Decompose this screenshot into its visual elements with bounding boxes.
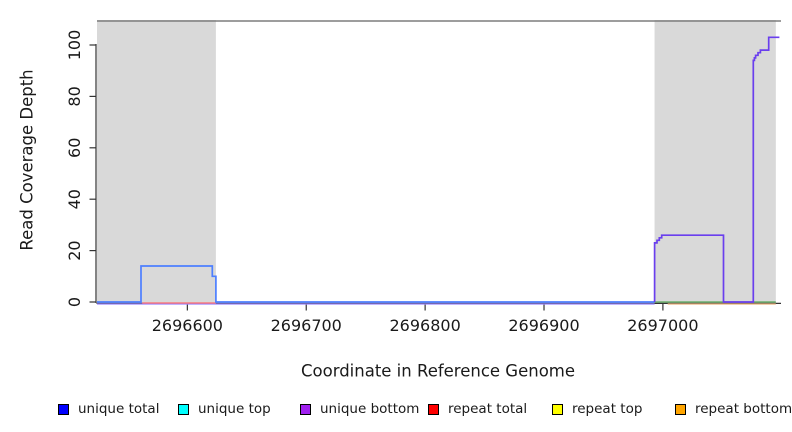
legend: unique total unique top unique bottom repea… [0, 399, 792, 421]
series-unique-total [97, 265, 655, 303]
y-axis-title: Read Coverage Depth [17, 69, 37, 251]
legend-item-unique-total: unique total [58, 399, 159, 419]
x-axis-title: Coordinate in Reference Genome [300, 361, 576, 381]
legend-label: repeat total [448, 401, 528, 417]
legend-swatch-icon [58, 403, 69, 415]
legend-swatch-icon [178, 403, 189, 415]
legend-item-unique-bottom: unique bottom [300, 399, 419, 419]
legend-swatch-icon [552, 403, 563, 415]
y-tick-label: 80 [65, 86, 84, 106]
y-tick-label: 60 [65, 138, 84, 158]
series-unique-bottom [653, 36, 780, 303]
legend-label: unique top [198, 401, 271, 417]
legend-item-unique-top: unique top [178, 399, 271, 419]
x-tick-label: 2697000 [627, 316, 698, 335]
legend-swatch-icon [675, 403, 686, 415]
x-tick-label: 2696700 [271, 316, 342, 335]
legend-item-repeat-total: repeat total [428, 399, 527, 419]
highlight-region [97, 20, 216, 303]
legend-label: repeat bottom [695, 401, 792, 417]
y-tick-label: 0 [65, 297, 84, 307]
legend-label: unique total [78, 401, 160, 417]
legend-label: repeat top [572, 401, 643, 417]
y-tick-label: 100 [65, 30, 84, 61]
legend-item-repeat-top: repeat top [552, 399, 642, 419]
x-tick-label: 2696600 [152, 316, 223, 335]
legend-swatch-icon [300, 403, 311, 415]
highlight-region [654, 20, 776, 303]
y-tick-label: 20 [65, 240, 84, 260]
legend-item-repeat-bottom: repeat bottom [675, 399, 792, 419]
x-tick-label: 2696800 [389, 316, 460, 335]
x-tick-label: 2696900 [508, 316, 579, 335]
legend-swatch-icon [428, 403, 439, 415]
legend-label: unique bottom [320, 401, 420, 417]
y-tick-label: 40 [65, 189, 84, 209]
